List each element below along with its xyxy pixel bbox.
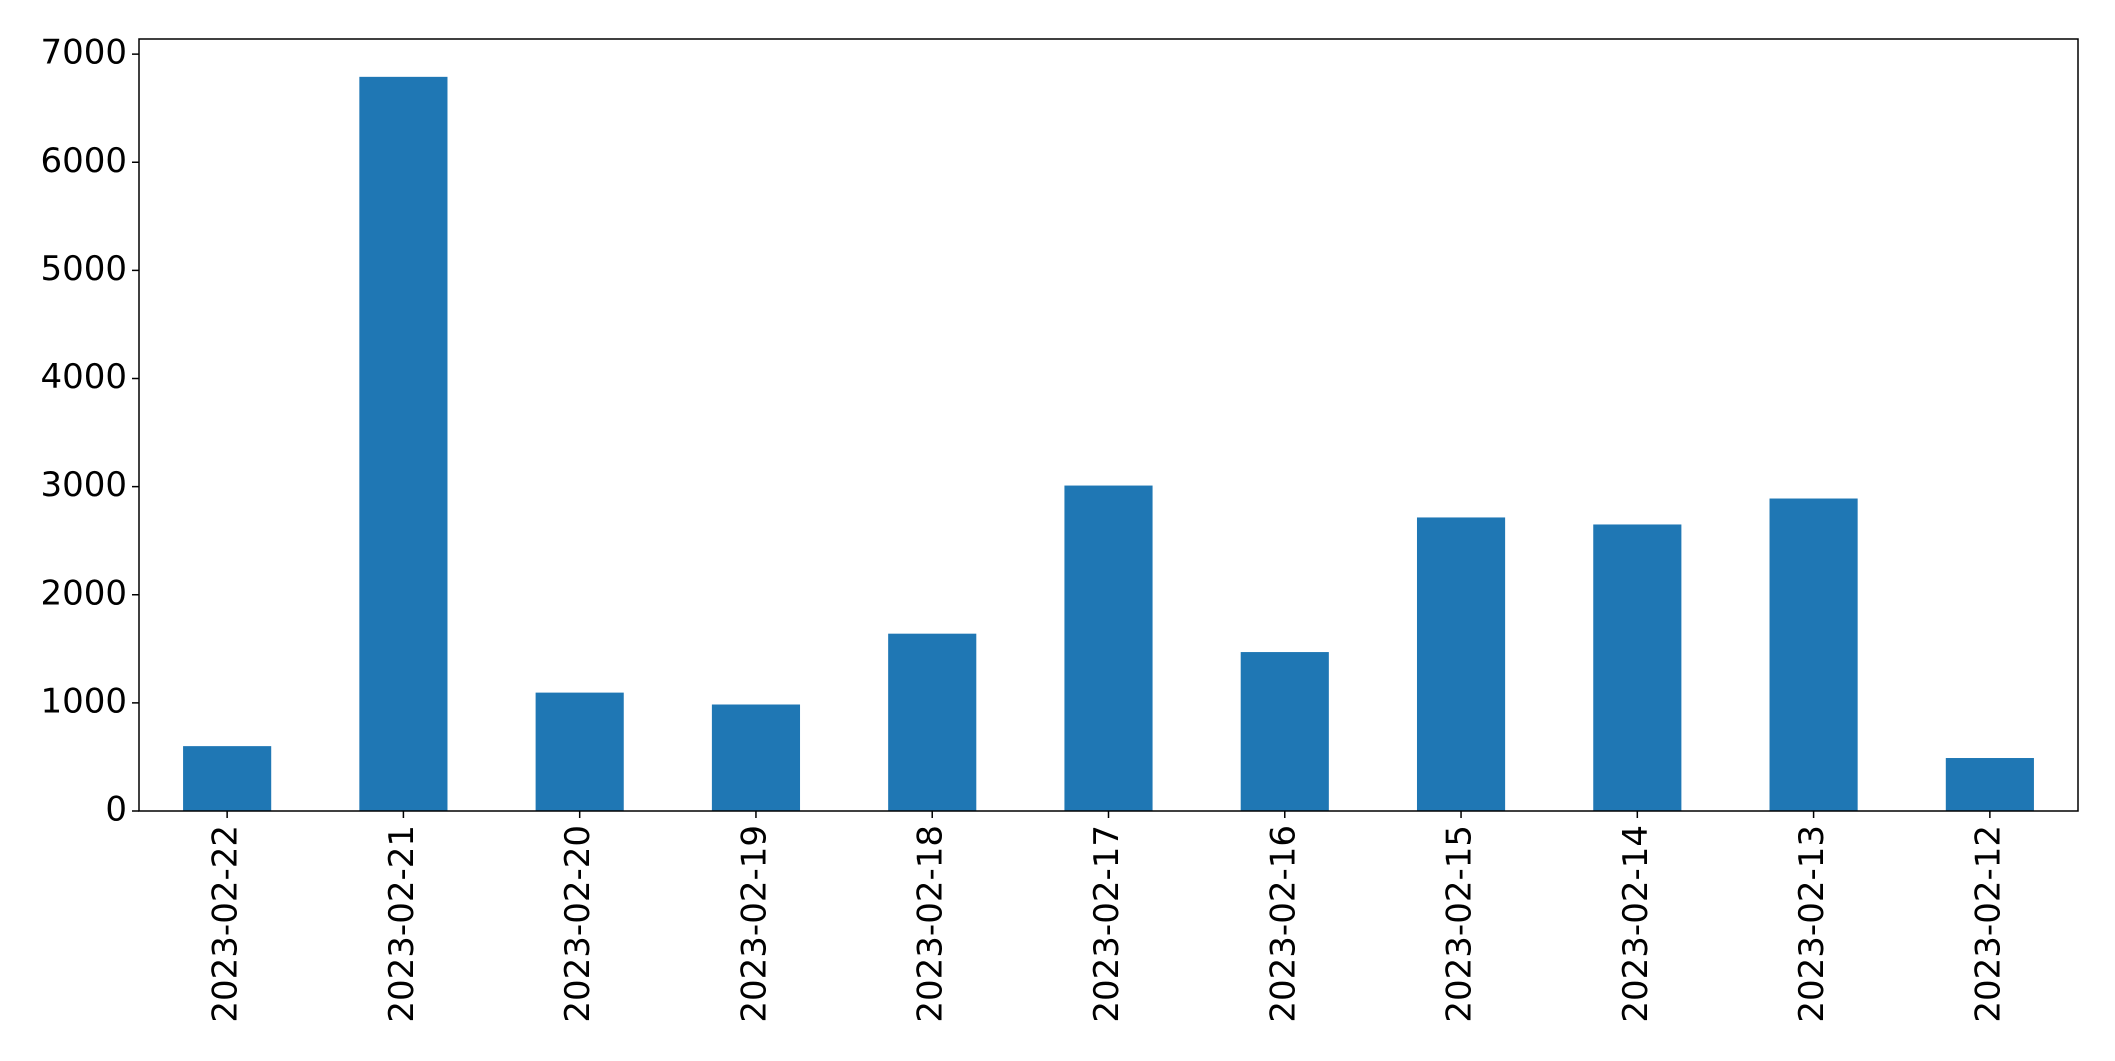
y-tick-label: 1000	[40, 681, 127, 721]
y-axis: 0 1000 2000 3000 4000 5000 6000 7000	[40, 33, 139, 830]
bar-2023-02-18	[888, 633, 977, 811]
x-tick-label: 2023-02-22	[206, 825, 246, 1023]
y-tick-label: 5000	[40, 249, 127, 289]
y-tick-label: 4000	[40, 357, 127, 397]
x-tick-label: 2023-02-14	[1616, 825, 1656, 1023]
bar-2023-02-16	[1240, 652, 1329, 811]
bar-2023-02-20	[535, 692, 624, 811]
y-tick-label: 7000	[40, 33, 127, 73]
y-tick-label: 0	[105, 790, 127, 830]
x-tick-label: 2023-02-12	[1968, 825, 2008, 1023]
x-tick-label: 2023-02-13	[1792, 825, 1832, 1023]
bar-2023-02-21	[359, 76, 448, 812]
bars-group	[183, 76, 2034, 812]
x-axis: 2023-02-22 2023-02-21 2023-02-20 2023-02-19…	[206, 811, 2008, 1023]
y-tick-label: 3000	[40, 465, 127, 505]
bar-2023-02-12	[1945, 758, 2034, 811]
y-tick-label: 2000	[40, 573, 127, 613]
x-tick-label: 2023-02-17	[1087, 825, 1127, 1023]
bar-2023-02-17	[1064, 485, 1153, 811]
y-tick-label: 6000	[40, 141, 127, 181]
x-tick-label: 2023-02-20	[558, 825, 598, 1023]
x-tick-label: 2023-02-21	[382, 825, 422, 1023]
plot-frame	[138, 38, 2079, 812]
x-tick-label: 2023-02-15	[1440, 825, 1480, 1023]
x-tick-label: 2023-02-19	[734, 825, 774, 1023]
x-tick-label: 2023-02-18	[911, 825, 951, 1023]
bar-2023-02-19	[711, 704, 801, 811]
bar-2023-02-13	[1769, 498, 1858, 811]
bar-2023-02-14	[1593, 524, 1682, 811]
bar-2023-02-15	[1416, 517, 1506, 811]
x-tick-label: 2023-02-16	[1263, 825, 1303, 1023]
bar-2023-02-22	[183, 746, 272, 811]
